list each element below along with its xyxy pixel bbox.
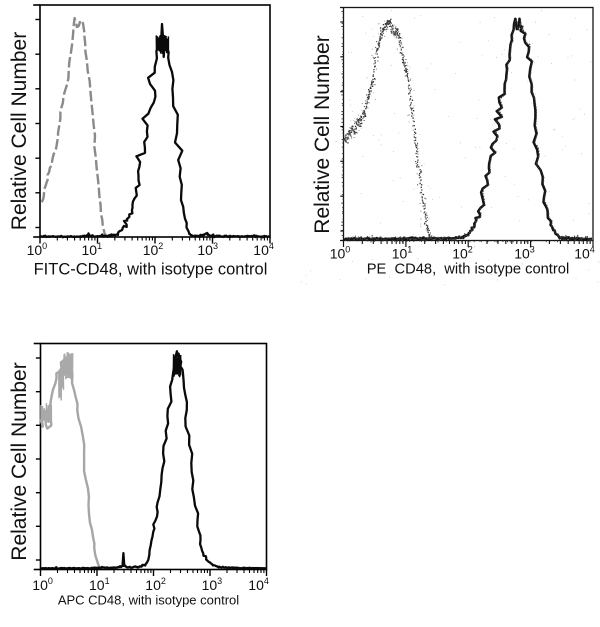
svg-text:103: 103 — [514, 245, 535, 262]
svg-text:Relative Cell Number: Relative Cell Number — [8, 362, 31, 560]
svg-text:APC CD48, with isotype control: APC CD48, with isotype control — [58, 593, 239, 608]
svg-text:104: 104 — [253, 241, 274, 258]
svg-text:100: 100 — [32, 576, 53, 593]
svg-text:Relative Cell Number: Relative Cell Number — [8, 32, 31, 230]
svg-text:101: 101 — [89, 576, 110, 593]
svg-text:100: 100 — [27, 241, 48, 258]
svg-text:104: 104 — [574, 245, 595, 262]
svg-text:103: 103 — [202, 576, 223, 593]
svg-text:101: 101 — [82, 241, 103, 258]
svg-text:Relative Cell Number: Relative Cell Number — [311, 35, 334, 233]
svg-text:102: 102 — [145, 576, 166, 593]
svg-text:102: 102 — [143, 241, 164, 258]
svg-text:102: 102 — [452, 245, 473, 262]
svg-text:104: 104 — [248, 576, 269, 593]
svg-text:103: 103 — [197, 241, 218, 258]
svg-text:FITC-CD48, with isotype contro: FITC-CD48, with isotype control — [34, 261, 268, 279]
svg-text:101: 101 — [392, 245, 413, 262]
svg-text:100: 100 — [330, 245, 351, 262]
svg-text:PE CD48, with isotype contro: PE CD48, with isotype control — [367, 262, 569, 278]
